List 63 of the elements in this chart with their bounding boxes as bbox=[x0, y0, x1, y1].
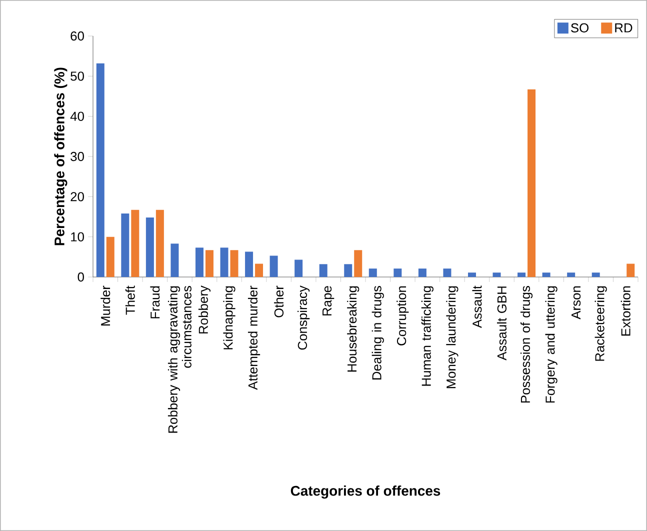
bar bbox=[96, 63, 104, 277]
x-tick-label: Assault bbox=[472, 286, 482, 328]
bar bbox=[567, 272, 576, 277]
x-tick-label: Theft bbox=[125, 286, 135, 315]
bar bbox=[468, 272, 476, 277]
x-tick-label: Murder bbox=[100, 286, 110, 326]
bar bbox=[368, 268, 377, 277]
y-tick-label: 30 bbox=[70, 152, 84, 162]
legend-label: SO bbox=[571, 23, 589, 32]
x-tick-label: Money laundering bbox=[446, 286, 458, 388]
x-tick-label: Other bbox=[274, 286, 284, 318]
x-tick-label: Assault GBH bbox=[496, 286, 507, 360]
x-tick-label: Possession of drugs bbox=[520, 286, 533, 403]
bar bbox=[354, 250, 362, 277]
bar bbox=[121, 214, 130, 277]
x-tick-label: Extortion bbox=[620, 286, 630, 336]
y-tick-label: 40 bbox=[70, 112, 84, 121]
legend-label: RD bbox=[615, 23, 632, 32]
bar bbox=[518, 272, 526, 277]
bar bbox=[170, 244, 179, 277]
bar bbox=[592, 272, 600, 277]
y-tick-label: 0 bbox=[78, 272, 84, 282]
x-tick-label: Kidnapping bbox=[223, 286, 236, 350]
x-tick-label: Arson bbox=[572, 286, 581, 320]
bar bbox=[418, 268, 426, 277]
bar bbox=[255, 264, 264, 277]
x-tick-label: Dealing in drugs bbox=[372, 286, 384, 380]
bar bbox=[294, 260, 303, 277]
x-tick-label: Robbery bbox=[198, 286, 211, 334]
x-tick-label: Rape bbox=[322, 286, 334, 316]
x-tick-label: Conspiracy bbox=[298, 286, 310, 350]
x-tick-label: Racketeering bbox=[594, 286, 607, 361]
bar bbox=[146, 218, 154, 277]
bar bbox=[270, 256, 278, 277]
x-tick-label: Housebreaking bbox=[347, 286, 360, 372]
y-axis-title: Percentage of offences (%) bbox=[54, 68, 68, 246]
x-axis-title: Categories of offences bbox=[290, 486, 440, 499]
bar bbox=[131, 210, 140, 277]
bar bbox=[443, 268, 452, 277]
x-tick-label: Human trafficking bbox=[421, 286, 434, 386]
y-tick-label: 50 bbox=[70, 72, 84, 81]
bar bbox=[542, 272, 550, 277]
x-tick-label: Fraud bbox=[150, 286, 160, 318]
bar bbox=[156, 210, 164, 277]
bar bbox=[220, 248, 228, 277]
x-tick-label: Attempted murder bbox=[248, 286, 260, 390]
x-tick-label: Robbery with aggravating circumstances bbox=[168, 286, 192, 433]
bar bbox=[205, 250, 214, 277]
y-tick-label: 10 bbox=[71, 232, 84, 242]
bar bbox=[344, 264, 352, 277]
bar bbox=[394, 268, 402, 277]
bar bbox=[626, 264, 635, 277]
bar bbox=[230, 250, 238, 277]
x-tick-label: Corruption bbox=[396, 286, 409, 346]
y-tick-label: 60 bbox=[70, 31, 84, 41]
x-tick-label: Forgery and uttering bbox=[545, 286, 558, 403]
bar bbox=[195, 248, 204, 277]
bar bbox=[492, 272, 501, 277]
bar bbox=[245, 252, 254, 277]
bar bbox=[106, 236, 114, 277]
y-tick-label: 20 bbox=[70, 192, 84, 202]
bar bbox=[319, 264, 328, 277]
bar bbox=[528, 89, 536, 277]
